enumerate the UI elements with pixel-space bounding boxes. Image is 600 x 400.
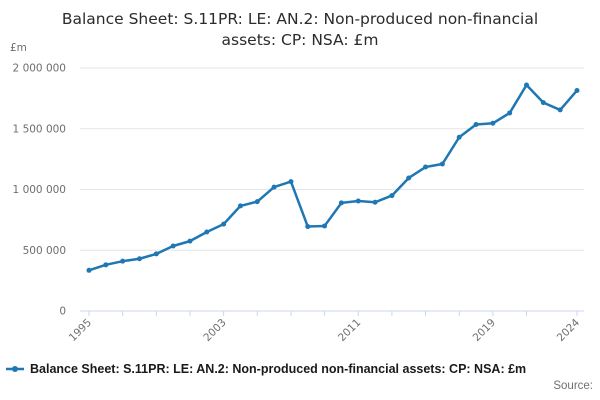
data-point-marker[interactable] bbox=[507, 110, 513, 116]
data-point-marker[interactable] bbox=[406, 175, 412, 181]
data-point-marker[interactable] bbox=[389, 193, 395, 199]
data-point-marker[interactable] bbox=[221, 221, 227, 227]
data-point-marker[interactable] bbox=[136, 256, 142, 262]
data-point-marker[interactable] bbox=[153, 251, 159, 257]
data-point-marker[interactable] bbox=[237, 203, 243, 209]
data-point-marker[interactable] bbox=[254, 199, 260, 205]
data-point-marker[interactable] bbox=[574, 87, 580, 93]
data-point-marker[interactable] bbox=[305, 224, 311, 230]
y-axis-tick-label: 500 000 bbox=[23, 245, 66, 257]
chart-title-text: Balance Sheet: S.11PR: LE: AN.2: Non-pro… bbox=[61, 10, 539, 49]
data-point-marker[interactable] bbox=[170, 243, 176, 249]
chart-title: Balance Sheet: S.11PR: LE: AN.2: Non-pro… bbox=[50, 9, 550, 51]
data-point-marker[interactable] bbox=[271, 184, 277, 190]
data-point-marker[interactable] bbox=[540, 100, 546, 106]
data-point-marker[interactable] bbox=[372, 199, 378, 205]
legend-dot-icon bbox=[12, 366, 18, 372]
x-axis-tick-label: 2019 bbox=[471, 317, 498, 344]
series-legend-marker-icon bbox=[6, 366, 24, 372]
y-axis-tick-label: 2 000 000 bbox=[13, 63, 66, 75]
series-line[interactable] bbox=[87, 83, 579, 272]
data-point-marker[interactable] bbox=[456, 134, 462, 140]
x-axis-tick-label: 2024 bbox=[555, 316, 583, 344]
data-point-marker[interactable] bbox=[204, 229, 210, 235]
data-point-marker[interactable] bbox=[524, 82, 530, 88]
y-axis-tick-label: 0 bbox=[59, 306, 66, 318]
data-point-marker[interactable] bbox=[338, 200, 344, 206]
y-axis-tick-label: 1 000 000 bbox=[13, 184, 66, 196]
x-axis-tick-label: 2011 bbox=[336, 317, 363, 344]
data-point-marker[interactable] bbox=[439, 161, 445, 167]
y-axis-tick-label: 1 500 000 bbox=[13, 123, 66, 135]
y-axis-unit-label: £m bbox=[10, 42, 27, 54]
data-point-marker[interactable] bbox=[355, 198, 361, 204]
data-point-marker[interactable] bbox=[322, 223, 328, 229]
legend-item[interactable]: Balance Sheet: S.11PR: LE: AN.2: Non-pro… bbox=[5, 362, 595, 376]
data-point-marker[interactable] bbox=[103, 262, 109, 268]
data-point-marker[interactable] bbox=[120, 258, 126, 264]
data-point-marker[interactable] bbox=[423, 164, 429, 170]
data-point-marker[interactable] bbox=[187, 238, 193, 244]
data-point-marker[interactable] bbox=[288, 179, 294, 185]
x-axis-tick-label: 1995 bbox=[67, 317, 94, 344]
source-label: Source: bbox=[553, 380, 593, 392]
data-point-marker[interactable] bbox=[557, 107, 563, 113]
legend-series-label: Balance Sheet: S.11PR: LE: AN.2: Non-pro… bbox=[30, 362, 527, 376]
data-point-marker[interactable] bbox=[490, 120, 496, 126]
data-point-marker[interactable] bbox=[86, 267, 92, 273]
data-point-marker[interactable] bbox=[473, 121, 479, 127]
x-axis-tick-label: 2003 bbox=[201, 317, 228, 344]
